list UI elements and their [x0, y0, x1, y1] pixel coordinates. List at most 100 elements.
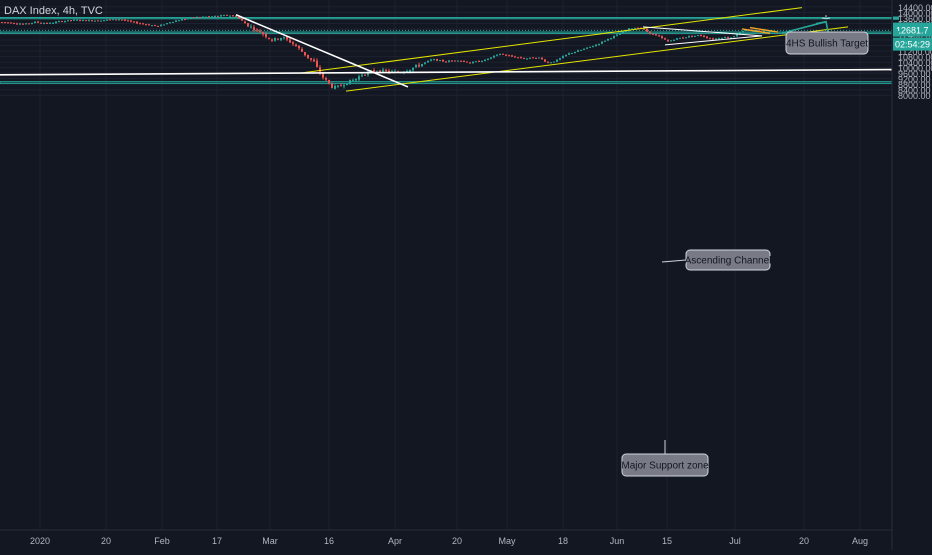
timer-badge: [893, 37, 932, 51]
candle-body: [733, 36, 735, 38]
candle-body: [205, 16, 207, 18]
candle-body: [739, 32, 741, 35]
zone-axis-marker: [893, 17, 899, 20]
candle-body: [13, 23, 15, 25]
candle-body: [478, 60, 480, 62]
timer-text: 02:54:29: [895, 40, 930, 50]
candle-body: [94, 20, 96, 22]
bullish-target-callout-text: 4HS Bullish Target: [786, 39, 868, 50]
candle-body: [715, 38, 717, 40]
candle-body: [619, 33, 621, 35]
support-zone-callout[interactable]: Major Support zone: [621, 453, 709, 477]
x-tick-label: Feb: [154, 536, 170, 546]
candle-body: [181, 19, 183, 21]
candle-body: [520, 57, 522, 59]
y-tick-label: 11200.00: [898, 47, 932, 57]
candle-body: [193, 17, 195, 19]
candle-body: [196, 16, 198, 18]
candle-body: [274, 37, 276, 41]
downtrend-line: [235, 14, 409, 88]
candle-body: [418, 64, 420, 67]
candle-body: [514, 56, 516, 58]
candle-body: [610, 38, 612, 40]
candle-body: [349, 79, 351, 85]
x-tick-label: Jun: [610, 536, 625, 546]
candle-body: [625, 30, 627, 33]
candle-body: [568, 53, 570, 55]
triangle-upper-line: [642, 26, 763, 37]
candle-body: [49, 22, 51, 24]
bullish-target-callout[interactable]: 4HS Bullish Target: [785, 31, 869, 55]
candle-body: [580, 49, 582, 51]
candle-body: [148, 24, 150, 26]
ascending-channel-callout[interactable]: Ascending Channel: [685, 249, 772, 271]
candle-body: [61, 21, 63, 23]
candle-body: [559, 58, 561, 60]
candle-body: [85, 20, 87, 22]
candle-body: [187, 18, 189, 20]
candle-body: [268, 37, 270, 39]
candle-body: [220, 15, 222, 17]
candle-body: [88, 20, 90, 22]
candle-body: [592, 46, 594, 48]
candle-body: [673, 39, 675, 41]
candle-body: [442, 59, 444, 62]
candle-body: [97, 20, 99, 22]
candle-body: [646, 29, 648, 32]
flag-upper-line: [749, 26, 779, 33]
candle-body: [109, 19, 111, 21]
x-tick-label: 18: [558, 536, 568, 546]
candle-body: [736, 34, 738, 37]
x-tick-label: Mar: [262, 536, 278, 546]
candle-body: [574, 51, 576, 54]
candle-body: [544, 59, 546, 62]
candle-body: [502, 53, 504, 55]
y-tick-label: 14000.00: [898, 8, 932, 18]
candle-body: [208, 16, 210, 18]
candle-body: [34, 21, 36, 24]
candle-body: [721, 37, 723, 39]
candle-body: [229, 15, 231, 17]
candle-body: [562, 56, 564, 59]
candle-body: [145, 24, 147, 26]
x-tick-label: May: [498, 536, 516, 546]
candle-body: [436, 58, 438, 61]
candle-body: [505, 54, 507, 56]
candle-body: [730, 37, 732, 39]
candle-body: [358, 76, 360, 80]
candle-body: [685, 37, 687, 39]
candle-body: [565, 54, 567, 57]
candle-body: [199, 17, 201, 19]
x-tick-label: 20: [452, 536, 462, 546]
neckline-line: [0, 68, 893, 76]
y-tick-label: 10000.00: [898, 64, 932, 74]
candle-body: [355, 78, 357, 81]
candle-body: [742, 30, 744, 33]
candle-body: [112, 19, 114, 21]
candle-body: [700, 35, 702, 37]
candle-body: [241, 18, 243, 21]
candle-body: [331, 83, 333, 88]
candle-body: [316, 60, 318, 67]
candle-body: [58, 21, 60, 23]
zone-support: [0, 81, 893, 84]
candle-body: [28, 23, 30, 25]
candle-body: [694, 35, 696, 37]
candle-body: [37, 21, 39, 23]
candle-body: [532, 57, 534, 59]
candle-body: [76, 19, 78, 21]
zone-axis-marker: [893, 16, 899, 19]
candle-body: [154, 24, 156, 26]
candle-body: [292, 42, 294, 44]
candle-body: [79, 20, 81, 22]
candle-body: [10, 22, 12, 24]
y-tick-label: 9200.00: [898, 75, 931, 85]
candle-body: [556, 59, 558, 62]
candle-body: [337, 85, 339, 87]
candle-body: [328, 79, 330, 84]
y-tick-label: 10800.00: [898, 53, 932, 63]
candle-body: [103, 20, 105, 22]
candle-body: [676, 38, 678, 40]
